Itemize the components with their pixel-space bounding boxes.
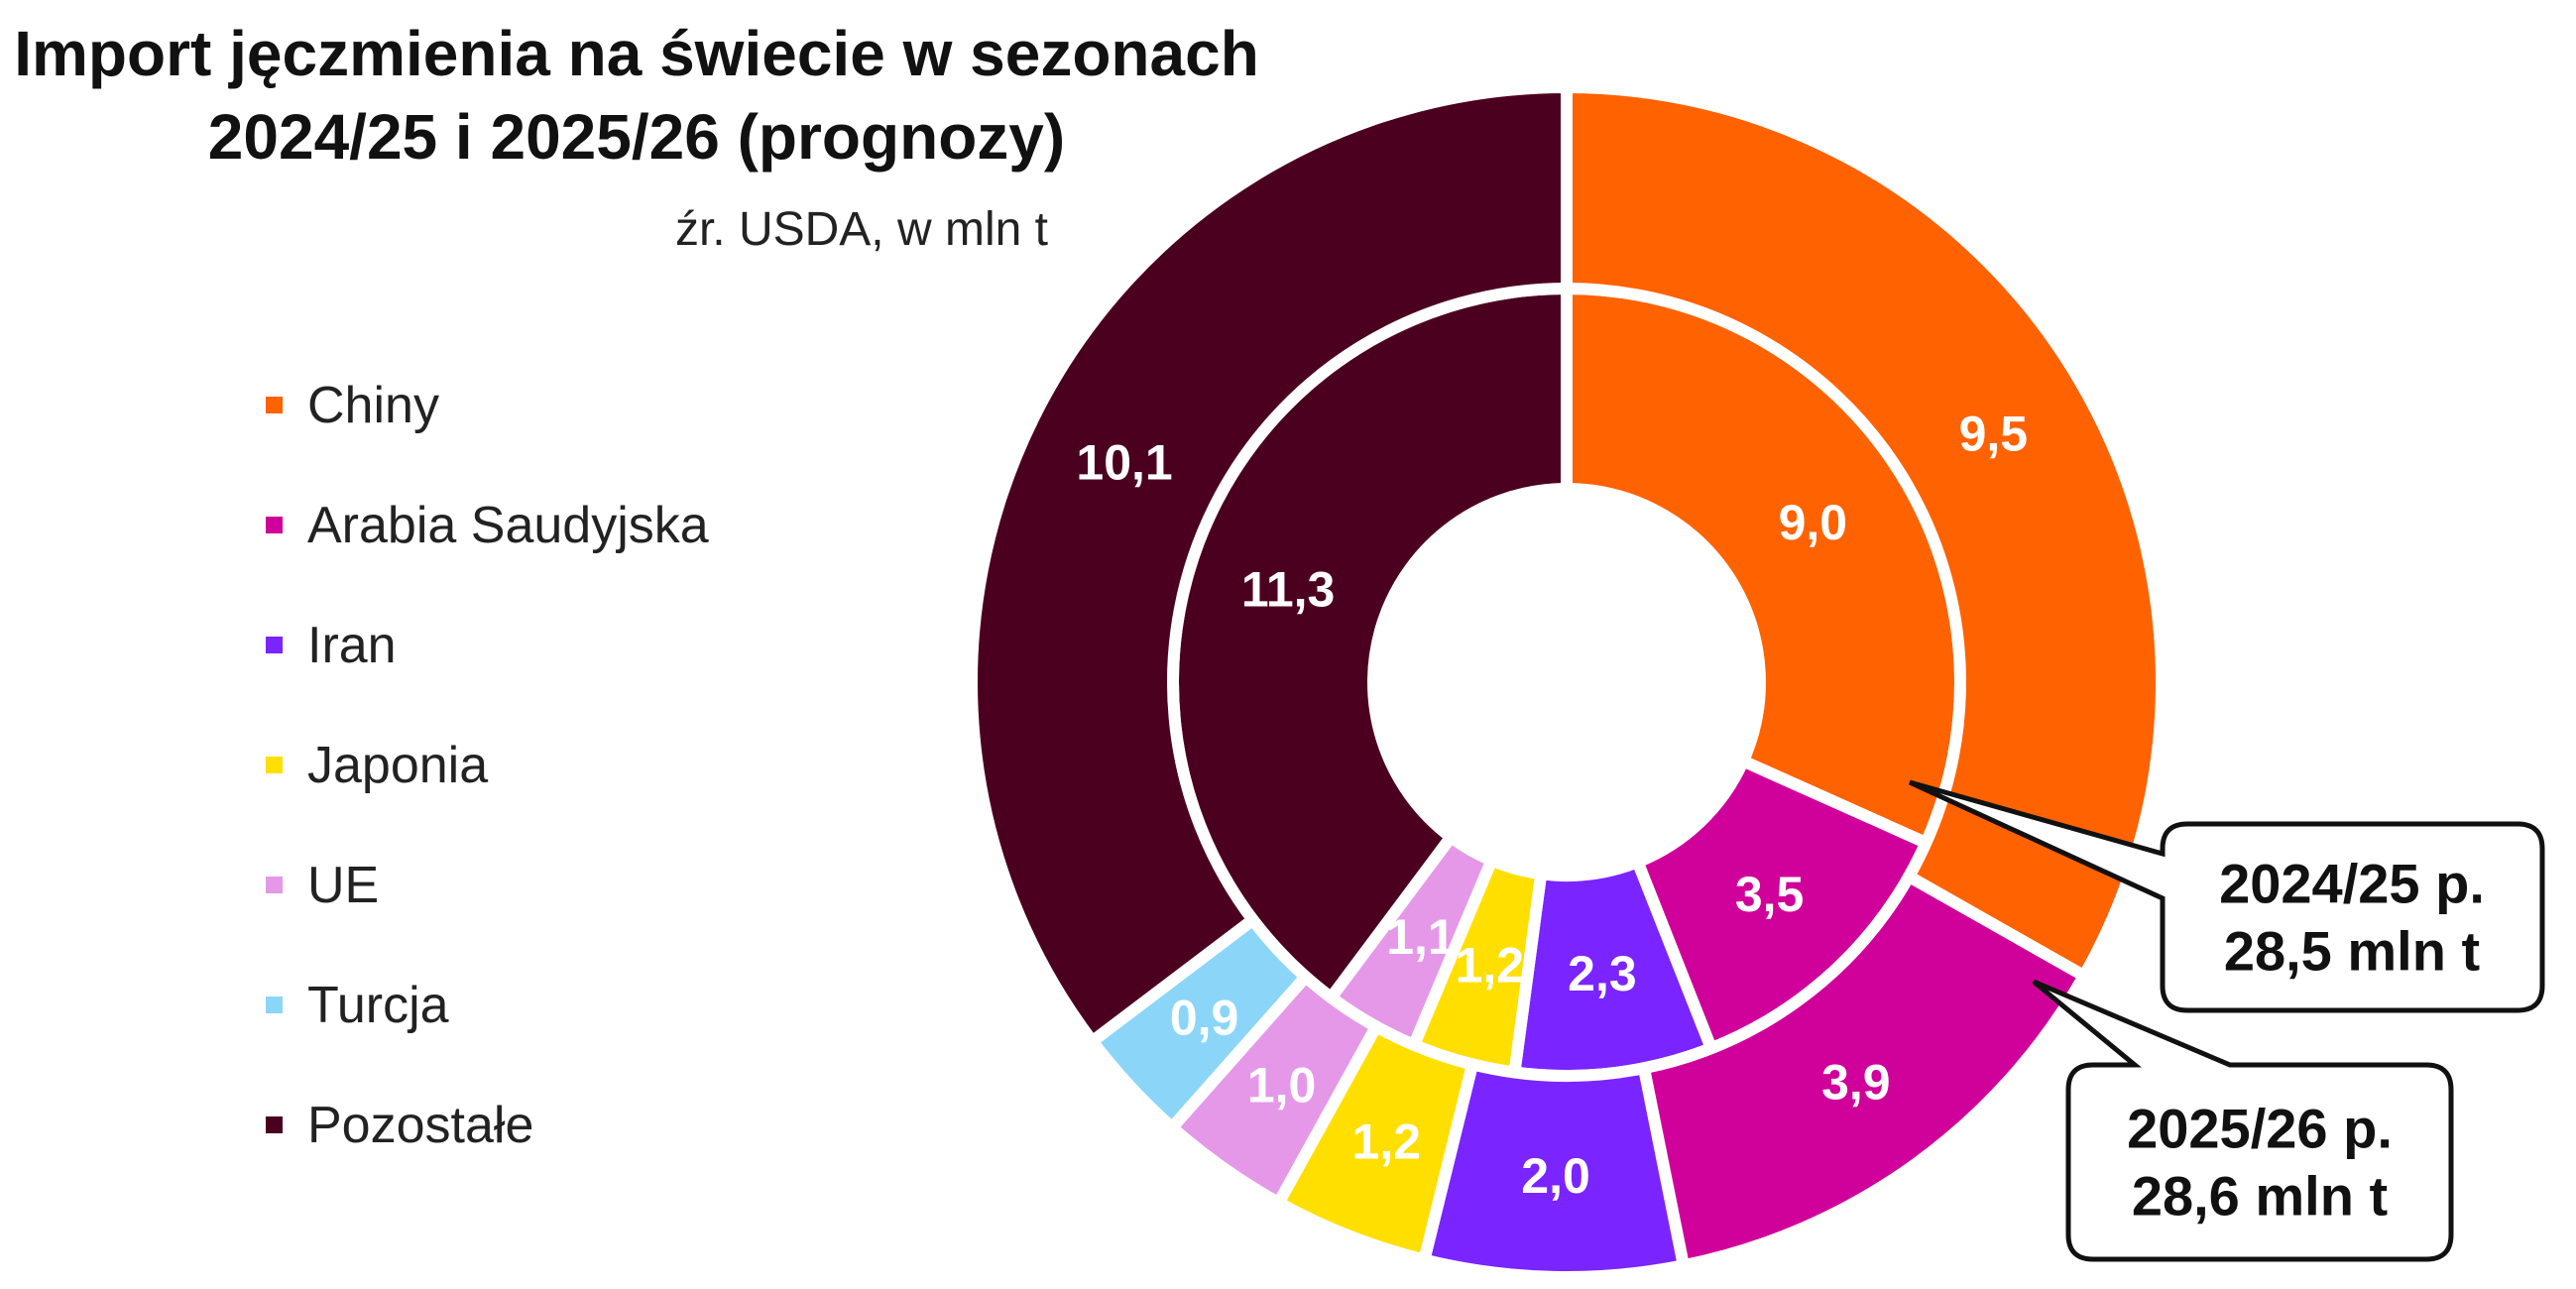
donut-data-labels: 9,03,52,31,21,111,39,53,92,01,21,00,910,… [1076,406,2028,1203]
legend-swatch-chiny [266,397,283,413]
data-label-outer-turcja: 0,9 [1170,990,1239,1045]
legend-label-pozostale: Pozostałe [307,1096,534,1154]
chart-title-line-1: Import jęczmienia na świecie w sezonach [14,18,1259,89]
legend-item-arabia-saudyjska: Arabia Saudyjska [266,465,709,585]
callout-2025-26-total: 28,6 mln t [2132,1165,2388,1228]
donut-segments [966,80,2167,1283]
legend-swatch-japonia [266,757,283,773]
data-label-outer-arabia-saudyjska: 3,9 [1821,1055,1891,1111]
legend-item-turcja: Turcja [266,945,709,1065]
legend-swatch-turcja [266,996,283,1013]
legend-swatch-arabia-saudyjska [266,517,283,533]
callout-2024-25-total: 28,5 mln t [2224,920,2480,983]
callout-2025-26-box [2032,979,2454,1262]
segment-outer-arabia-saudyjska [1636,868,2092,1273]
data-label-inner-arabia-saudyjska: 3,5 [1735,867,1805,922]
legend-label-ue: UE [307,856,380,914]
legend-label-chiny: Chiny [307,376,439,434]
legend-item-japonia: Japonia [266,705,709,825]
data-label-outer-pozostale: 10,1 [1076,434,1172,490]
segment-outer-pozostale [966,80,1573,1050]
chart-title: Import jęczmienia na świecie w sezonach … [0,12,1273,178]
data-label-outer-japonia: 1,2 [1352,1114,1422,1170]
legend-swatch-pozostale [266,1116,283,1133]
legend-label-arabia-saudyjska: Arabia Saudyjska [307,496,709,554]
legend-label-japonia: Japonia [307,736,489,794]
legend-item-ue: UE [266,825,709,945]
callout-2024-25: 2024/25 p. 28,5 mln t [1908,779,2545,1013]
data-label-inner-iran: 2,3 [1568,946,1637,1001]
data-label-outer-iran: 2,0 [1521,1148,1590,1204]
callout-2024-25-season: 2024/25 p. [2219,853,2485,915]
legend-label-turcja: Turcja [307,976,449,1034]
legend-label-iran: Iran [307,616,397,674]
legend-item-iran: Iran [266,585,709,705]
data-label-inner-ue: 1,1 [1386,909,1456,965]
segment-outer-chiny [1561,80,2167,985]
legend-item-pozostale: Pozostałe [266,1065,709,1185]
data-label-outer-ue: 1,0 [1247,1058,1317,1113]
callout-2025-26-season: 2025/26 p. [2127,1098,2393,1160]
data-label-inner-chiny: 9,0 [1779,495,1848,550]
legend-item-chiny: Chiny [266,345,709,465]
legend: Chiny Arabia Saudyjska Iran Japonia UE T… [266,345,709,1185]
data-label-inner-japonia: 1,2 [1456,938,1525,994]
legend-swatch-iran [266,637,283,653]
legend-swatch-ue [266,877,283,893]
chart-source-note: źr. USDA, w mln t [674,203,1048,256]
callout-2025-26: 2025/26 p. 28,6 mln t [2032,979,2454,1262]
data-label-inner-pozostale: 11,3 [1241,562,1336,618]
callout-2024-25-box [1908,779,2545,1013]
data-label-outer-chiny: 9,5 [1959,406,2029,461]
chart-title-line-2: 2024/25 i 2025/26 (prognozy) [207,101,1066,173]
